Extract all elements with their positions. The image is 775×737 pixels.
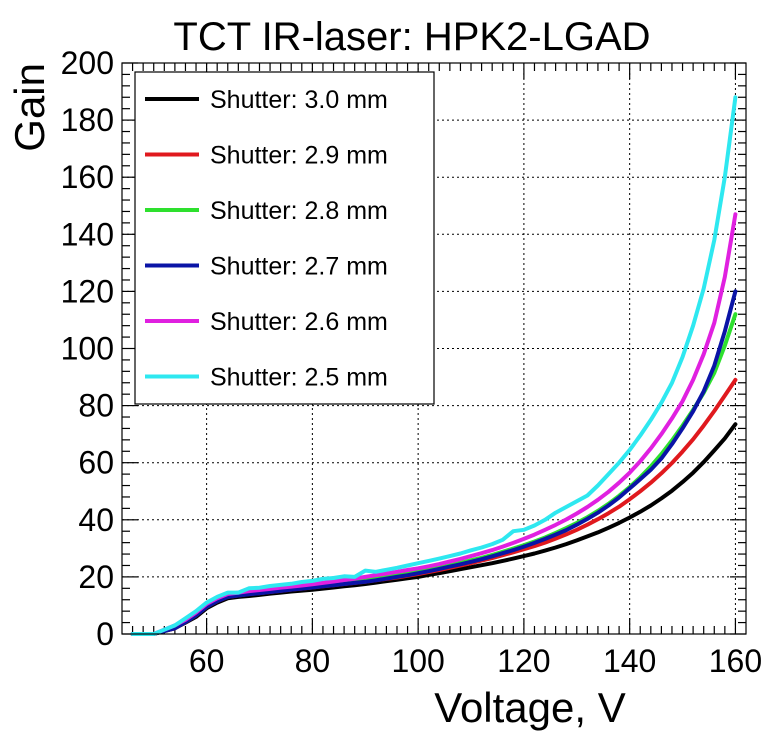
x-tick-label: 60 (189, 643, 225, 679)
y-tick-label: 0 (96, 616, 114, 652)
y-tick-label: 40 (78, 502, 114, 538)
legend-label: Shutter: 2.8 mm (210, 197, 388, 225)
y-tick-label: 140 (61, 216, 114, 252)
series-lines (130, 95, 738, 636)
x-axis-label: Voltage, V (434, 684, 625, 731)
y-tick-label: 160 (61, 159, 114, 195)
y-tick-label: 80 (78, 388, 114, 424)
x-tick-label: 140 (603, 643, 656, 679)
legend-label: Shutter: 2.9 mm (210, 142, 388, 170)
x-tick-label: 160 (709, 643, 762, 679)
series-line-4 (130, 289, 738, 636)
y-tick-label: 200 (61, 45, 114, 81)
axis-ticks (122, 62, 746, 635)
y-tick-label: 60 (78, 445, 114, 481)
y-tick-label: 180 (61, 102, 114, 138)
legend-label: Shutter: 2.5 mm (210, 364, 388, 392)
x-tick-label: 80 (295, 643, 331, 679)
legend-label: Shutter: 3.0 mm (210, 86, 388, 114)
series-line-6 (130, 95, 738, 636)
legend: Shutter: 3.0 mm Shutter: 2.9 mm Shutter: 2… (134, 71, 435, 405)
legend-label: Shutter: 2.7 mm (210, 253, 388, 281)
y-tick-label: 20 (78, 559, 114, 595)
y-tick-label: 120 (61, 273, 114, 309)
legend-box (134, 71, 435, 405)
y-tick-label: 100 (61, 331, 114, 367)
legend-label: Shutter: 2.6 mm (210, 308, 388, 336)
chart-title: TCT IR-laser: HPK2-LGAD (173, 15, 650, 59)
plot-frame (121, 62, 747, 635)
y-axis-label: Gain (6, 63, 53, 152)
x-tick-label: 100 (391, 643, 444, 679)
x-tick-label: 120 (497, 643, 550, 679)
